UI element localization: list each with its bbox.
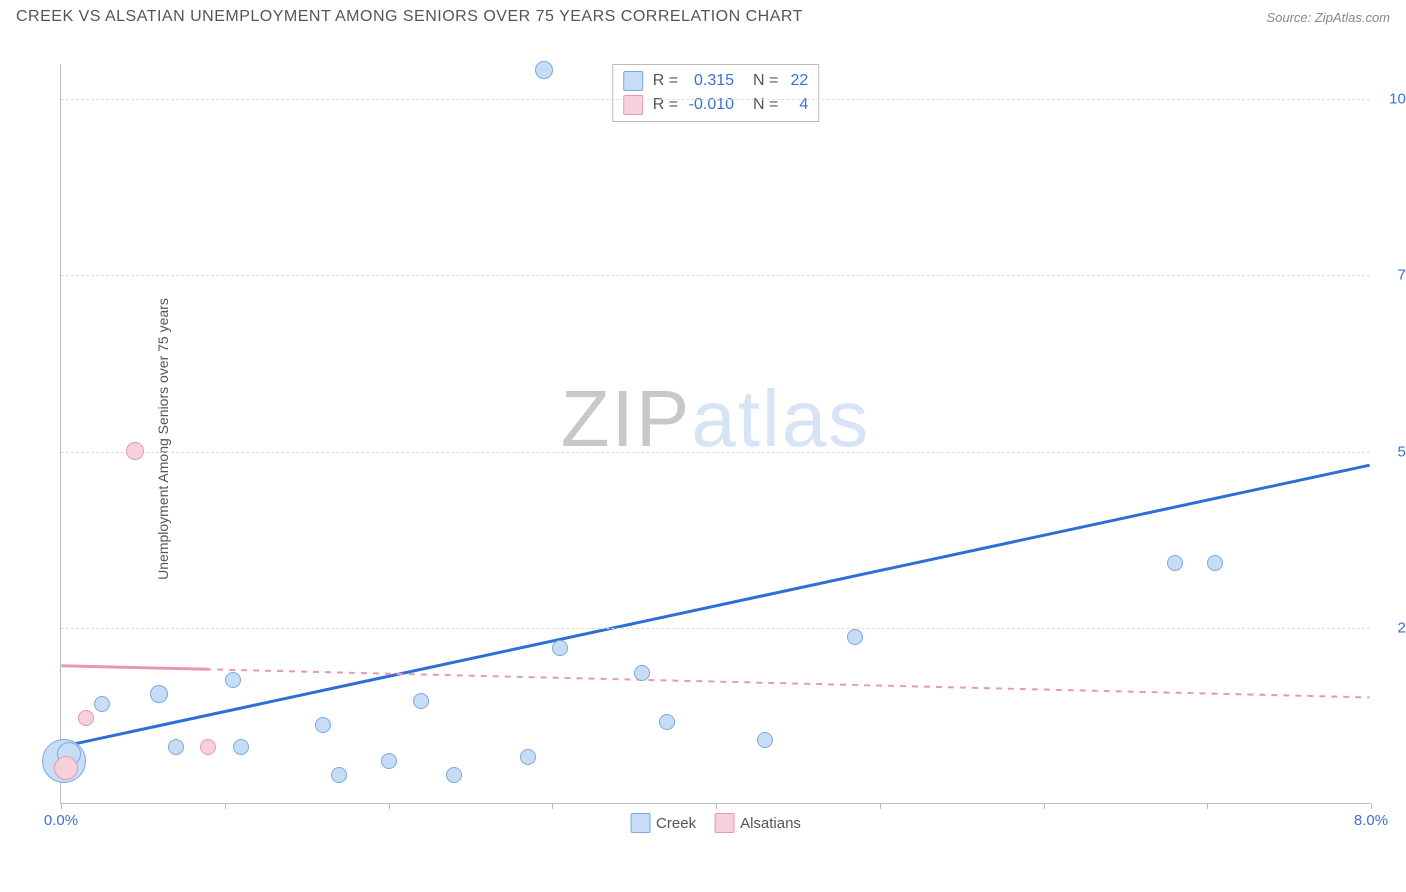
series-swatch [623,71,643,91]
x-tick [1207,803,1208,809]
gridline [61,628,1370,629]
y-tick-label: 25.0% [1380,619,1406,636]
x-tick [61,803,62,809]
stat-value-r: 0.315 [684,69,734,93]
scatter-point [78,710,94,726]
scatter-point [315,717,331,733]
stat-label-n: N = [744,69,778,93]
x-tick [389,803,390,809]
title-bar: CREEK VS ALSATIAN UNEMPLOYMENT AMONG SEN… [0,0,1406,30]
legend-item: Alsatians [714,813,801,833]
watermark-atlas: atlas [691,374,870,463]
x-tick [552,803,553,809]
bottom-legend: Creek Alsatians [630,813,801,833]
stat-value-r: -0.010 [684,93,734,117]
watermark-zip: ZIP [561,374,691,463]
scatter-point [94,696,110,712]
x-tick [880,803,881,809]
stat-label-r: R = [653,93,678,117]
x-tick [225,803,226,809]
y-tick-label: 100.0% [1380,91,1406,108]
scatter-point [847,629,863,645]
scatter-point [757,732,773,748]
y-tick-label: 75.0% [1380,267,1406,284]
stat-label-n: N = [744,93,778,117]
scatter-point [381,753,397,769]
plot-area: ZIPatlas R = 0.315 N = 22 R = -0.010 N =… [60,64,1370,804]
scatter-point [446,767,462,783]
stats-box: R = 0.315 N = 22 R = -0.010 N = 4 [612,64,820,122]
gridline [61,99,1370,100]
scatter-point [659,714,675,730]
x-tick [716,803,717,809]
source-attribution: Source: ZipAtlas.com [1266,10,1390,25]
scatter-point [225,672,241,688]
y-tick-label: 50.0% [1380,443,1406,460]
x-tick-label: 8.0% [1354,812,1388,829]
chart-title: CREEK VS ALSATIAN UNEMPLOYMENT AMONG SEN… [16,8,803,26]
stat-label-r: R = [653,69,678,93]
legend-label: Alsatians [740,815,801,832]
legend-item: Creek [630,813,696,833]
x-tick [1371,803,1372,809]
scatter-point [126,442,144,460]
legend-swatch [714,813,734,833]
gridline [61,452,1370,453]
scatter-point [54,756,78,780]
scatter-point [535,61,553,79]
scatter-point [200,739,216,755]
scatter-point [634,665,650,681]
scatter-point [1167,555,1183,571]
trend-lines [61,64,1370,803]
stat-value-n: 4 [784,93,808,117]
scatter-point [520,749,536,765]
scatter-point [331,767,347,783]
series-swatch [623,95,643,115]
stats-row: R = 0.315 N = 22 [623,69,809,93]
plot-wrapper: Unemployment Among Seniors over 75 years… [50,44,1390,834]
scatter-point [233,739,249,755]
gridline [61,275,1370,276]
scatter-point [413,693,429,709]
x-tick-label: 0.0% [44,812,78,829]
scatter-point [150,685,168,703]
scatter-point [168,739,184,755]
legend-swatch [630,813,650,833]
stat-value-n: 22 [784,69,808,93]
scatter-point [552,640,568,656]
scatter-point [1207,555,1223,571]
stats-row: R = -0.010 N = 4 [623,93,809,117]
x-tick [1044,803,1045,809]
legend-label: Creek [656,815,696,832]
